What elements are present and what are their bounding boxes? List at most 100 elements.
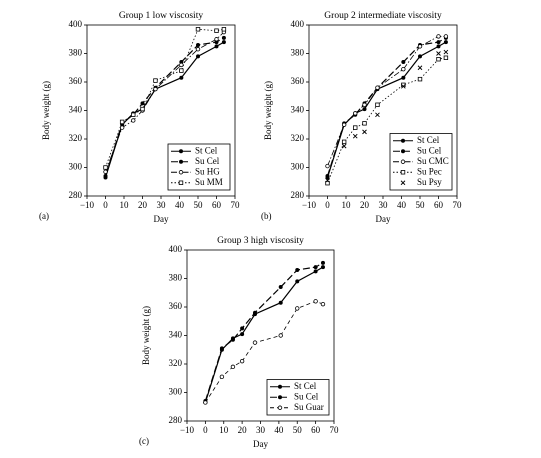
legend-marker xyxy=(400,180,406,186)
x-tick-label: 50 xyxy=(293,425,303,435)
x-tick-label: 10 xyxy=(342,200,352,210)
x-tick-label: 70 xyxy=(231,200,241,210)
marker xyxy=(103,165,108,170)
marker xyxy=(179,68,184,73)
marker xyxy=(362,102,367,107)
marker xyxy=(325,174,330,179)
marker xyxy=(278,285,283,290)
x-tick-label: 70 xyxy=(453,200,463,210)
marker xyxy=(443,34,449,39)
y-tick-label: 280 xyxy=(169,415,183,425)
marker xyxy=(239,358,245,364)
marker xyxy=(240,332,245,337)
marker xyxy=(219,346,224,351)
legend-label: St Cel xyxy=(294,381,317,391)
panel-label: (c) xyxy=(139,436,149,446)
marker xyxy=(295,267,300,272)
y-tick-label: 320 xyxy=(169,358,183,368)
y-tick-label: 360 xyxy=(291,76,305,86)
x-tick-label: −10 xyxy=(80,200,95,210)
y-tick-label: 320 xyxy=(69,133,83,143)
marker xyxy=(278,333,283,338)
legend-label: Su Guar xyxy=(294,402,324,412)
legend-marker xyxy=(179,149,183,154)
marker xyxy=(203,400,208,405)
y-tick-label: 360 xyxy=(69,76,83,86)
marker xyxy=(230,364,236,370)
marker xyxy=(401,66,406,72)
x-tick-label: 20 xyxy=(238,425,248,435)
y-tick-label: 280 xyxy=(69,190,83,200)
x-tick-label: 40 xyxy=(175,200,185,210)
marker xyxy=(320,265,325,270)
legend-marker xyxy=(178,170,184,175)
marker xyxy=(362,129,367,135)
x-axis-label: Day xyxy=(253,439,268,449)
marker xyxy=(103,174,108,179)
marker xyxy=(313,265,318,270)
marker xyxy=(252,310,257,315)
x-tick-label: 40 xyxy=(274,425,284,435)
chart-panel: Group 3 high viscosity (c) Day Body weight … xyxy=(139,236,339,449)
x-tick-label: 60 xyxy=(434,200,444,210)
y-axis-label: Body weight (g) xyxy=(263,81,273,140)
marker xyxy=(436,34,441,39)
marker xyxy=(436,40,441,45)
marker xyxy=(341,143,347,149)
marker xyxy=(341,122,347,127)
marker xyxy=(119,125,125,130)
chart-title: Group 3 high viscosity xyxy=(217,236,304,246)
marker xyxy=(196,42,200,47)
marker xyxy=(153,86,158,92)
marker xyxy=(131,112,136,117)
y-tick-label: 300 xyxy=(291,162,305,172)
marker xyxy=(140,106,145,112)
marker xyxy=(119,119,125,125)
marker xyxy=(443,40,448,45)
marker xyxy=(140,101,145,106)
chart-panel: Group 1 low viscosity (a) Day Body weight (… xyxy=(39,11,240,224)
legend-box xyxy=(389,133,453,191)
legend-label: Su Pec xyxy=(417,166,442,176)
marker xyxy=(313,299,318,304)
marker xyxy=(362,121,367,126)
marker xyxy=(436,44,441,49)
legend-label: Su Cel xyxy=(195,156,220,166)
x-tick-label: 0 xyxy=(203,425,208,435)
marker xyxy=(195,47,201,52)
marker xyxy=(320,260,325,265)
y-tick-label: 320 xyxy=(291,133,305,143)
y-tick-label: 300 xyxy=(169,387,183,397)
marker xyxy=(313,269,318,274)
marker xyxy=(252,340,258,345)
y-tick-label: 380 xyxy=(291,48,305,58)
marker xyxy=(436,51,441,56)
x-tick-label: 20 xyxy=(360,200,370,210)
marker xyxy=(230,337,235,342)
marker xyxy=(221,40,226,45)
marker xyxy=(320,301,326,307)
marker xyxy=(214,28,219,33)
marker xyxy=(353,125,358,130)
marker xyxy=(401,83,406,89)
marker xyxy=(325,178,330,183)
legend-label: Su Cel xyxy=(417,145,442,155)
marker xyxy=(179,62,184,68)
marker xyxy=(401,75,406,80)
legend-marker xyxy=(278,395,282,400)
marker xyxy=(375,85,380,90)
marker xyxy=(221,35,226,40)
y-tick-label: 280 xyxy=(291,190,305,200)
marker xyxy=(325,163,330,169)
marker xyxy=(353,111,358,116)
chart-panel: Group 2 intermediate viscosity (b) Day Body… xyxy=(261,11,462,224)
legend-label: Su CMC xyxy=(417,156,449,166)
marker xyxy=(196,54,200,59)
legend-marker xyxy=(400,170,406,175)
y-axis-label: Body weight (g) xyxy=(41,81,51,140)
marker xyxy=(401,60,406,65)
x-tick-label: 30 xyxy=(157,200,167,210)
marker xyxy=(214,44,219,49)
x-tick-label: 20 xyxy=(138,200,148,210)
legend-marker xyxy=(179,159,183,164)
